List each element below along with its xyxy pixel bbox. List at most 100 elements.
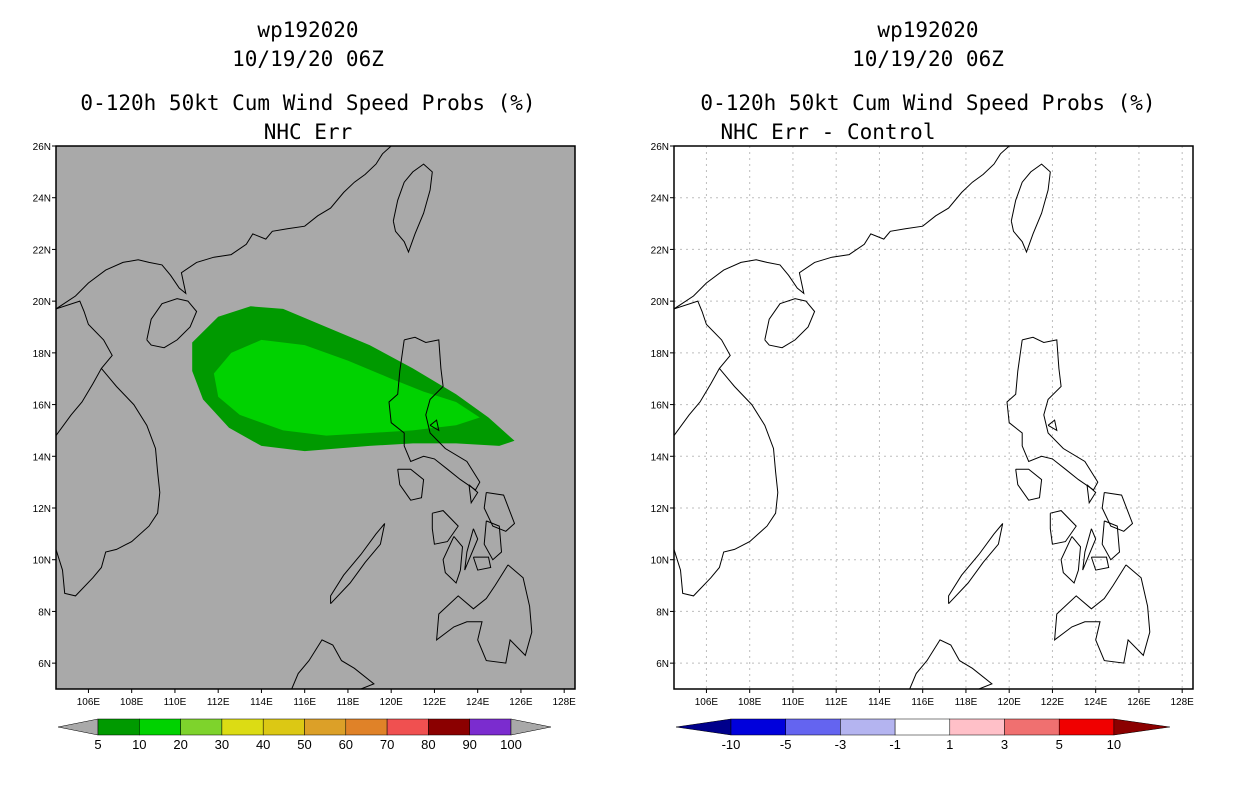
right-colorbar-swatch	[894, 718, 951, 736]
left-x-tick-label: 128E	[553, 697, 577, 708]
left-coastline	[392, 163, 433, 254]
left-y-tick-label: 16N	[33, 401, 51, 412]
left-colorbar-label: 50	[297, 737, 311, 752]
right-y-tick-label: 16N	[651, 401, 669, 412]
right-colorbar-label: 1	[946, 737, 953, 752]
right-coastline	[1010, 163, 1051, 254]
left-x-tick-label: 118E	[337, 697, 360, 708]
right-colorbar-label: -1	[889, 737, 901, 752]
right-x-tick-label: 120E	[998, 697, 1022, 708]
right-x-tick-label: 122E	[1041, 697, 1065, 708]
right-chart-subtitle: NHC Err - Control	[720, 120, 936, 144]
left-x-tick-label: 110E	[164, 697, 187, 708]
left-map-frame	[55, 145, 576, 690]
right-coastline	[1086, 484, 1097, 505]
right-colorbar-label: -10	[722, 737, 741, 752]
right-coastline	[674, 300, 731, 436]
right-coastline	[1049, 510, 1077, 545]
right-colorbar-low-arrow	[675, 718, 732, 736]
left-coastline	[56, 368, 161, 597]
left-colorbar-swatch	[180, 718, 223, 736]
right-colorbar-label: -3	[835, 737, 847, 752]
right-colorbar-swatch	[730, 718, 786, 736]
left-coastline	[397, 468, 425, 501]
left-coastline	[442, 536, 464, 584]
left-coastline	[483, 492, 516, 532]
left-x-tick-label: 122E	[423, 697, 447, 708]
right-y-tick-label: 6N	[656, 659, 669, 670]
left-x-tick-label: 126E	[509, 697, 533, 708]
right-coastline	[674, 146, 1010, 310]
right-y-tick-label: 18N	[651, 349, 669, 360]
left-y-tick-label: 12N	[33, 504, 51, 515]
right-y-tick-label: 10N	[651, 556, 669, 567]
right-coastline	[1090, 556, 1110, 571]
right-y-tick-label: 8N	[656, 607, 669, 618]
left-coastline	[431, 510, 459, 545]
left-colorbar-swatch	[221, 718, 264, 736]
right-storm-id: wp192020	[877, 18, 979, 42]
left-y-tick-label: 14N	[33, 452, 51, 463]
left-x-tick-label: 120E	[380, 697, 404, 708]
right-coastline	[1054, 564, 1151, 664]
right-colorbar-swatch	[840, 718, 896, 736]
right-coastline	[1101, 492, 1134, 532]
right-x-tick-label: 118E	[955, 697, 978, 708]
right-colorbar-swatch	[949, 718, 1005, 736]
left-coastline	[464, 528, 479, 571]
right-colorbar-label: 10	[1107, 737, 1121, 752]
left-colorbar-label: 10	[132, 737, 146, 752]
right-colorbar-high-arrow	[1113, 718, 1170, 736]
left-y-tick-label: 18N	[33, 349, 51, 360]
left-colorbar-label: 90	[462, 737, 476, 752]
left-x-tick-label: 116E	[293, 697, 316, 708]
left-x-tick-label: 108E	[120, 697, 144, 708]
left-colorbar-label: 30	[215, 737, 229, 752]
left-y-tick-label: 8N	[38, 607, 51, 618]
left-coastline	[436, 564, 533, 664]
left-coastline	[56, 146, 392, 310]
left-colorbar-high-arrow	[510, 718, 552, 736]
left-colorbar-swatch	[97, 718, 140, 736]
left-y-tick-label: 10N	[33, 556, 51, 567]
left-y-tick-label: 22N	[33, 245, 51, 256]
right-x-tick-label: 124E	[1084, 697, 1108, 708]
left-coastline	[291, 639, 375, 689]
left-colorbar-swatch	[469, 718, 512, 736]
left-chart-title: 0-120h 50kt Cum Wind Speed Probs (%)	[80, 91, 536, 115]
right-coastline	[1060, 536, 1082, 584]
left-coastline	[468, 484, 479, 505]
right-y-tick-label: 26N	[651, 142, 669, 153]
left-colorbar: 5 10 20 30 40 50 60 70 80 90 100	[57, 718, 552, 752]
left-prob-contour-10	[213, 339, 480, 436]
right-map-background	[674, 146, 1193, 689]
right-colorbar-label: 5	[1056, 737, 1063, 752]
right-coastline	[1082, 528, 1097, 571]
right-colorbar-label: -5	[780, 737, 792, 752]
right-x-tick-label: 116E	[911, 697, 934, 708]
left-coastline	[146, 298, 198, 349]
left-chart-subtitle: NHC Err	[263, 120, 353, 144]
right-x-tick-label: 112E	[825, 697, 848, 708]
left-colorbar-label: 100	[500, 737, 522, 752]
left-colorbar-swatch	[345, 718, 388, 736]
right-x-tick-label: 126E	[1127, 697, 1151, 708]
left-coastline	[483, 520, 503, 561]
right-y-tick-label: 22N	[651, 245, 669, 256]
right-coastline	[909, 639, 993, 689]
left-colorbar-label: 60	[339, 737, 353, 752]
right-coastline	[1047, 419, 1058, 432]
right-y-tick-label: 24N	[651, 194, 669, 205]
left-colorbar-label: 20	[173, 737, 187, 752]
left-colorbar-swatch	[139, 718, 181, 736]
right-x-tick-label: 114E	[868, 697, 891, 708]
right-chart-title: 0-120h 50kt Cum Wind Speed Probs (%)	[700, 91, 1156, 115]
right-y-tick-label: 20N	[651, 297, 669, 308]
left-colorbar-swatch	[386, 718, 429, 736]
right-map-panel: 106E 108E 110E 112E 114E 116E 118E 120E 122E 124E…	[651, 142, 1195, 708]
right-x-tick-label: 108E	[738, 697, 762, 708]
right-colorbar: -10 -5 -3 -1 1 3 5 10	[675, 718, 1170, 752]
left-colorbar-label: 5	[94, 737, 101, 752]
left-colorbar-swatch	[262, 718, 305, 736]
